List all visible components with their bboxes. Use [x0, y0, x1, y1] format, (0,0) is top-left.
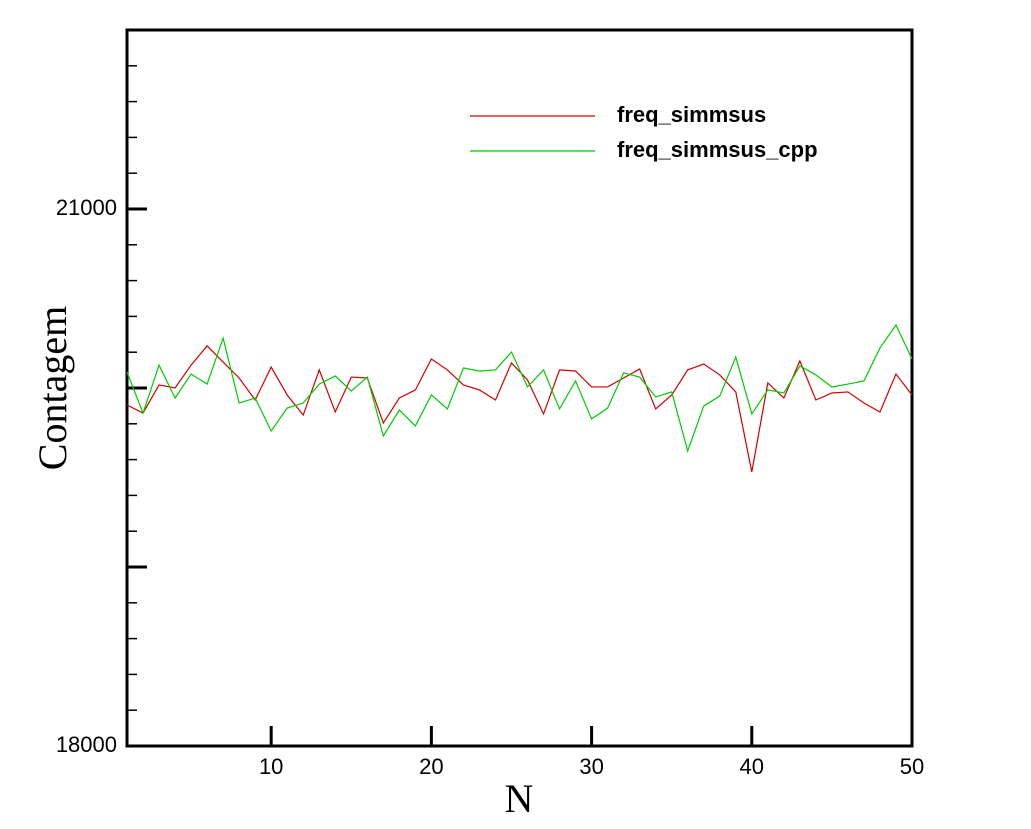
legend-label: freq_simmsus: [617, 102, 766, 127]
x-tick-label: 20: [419, 754, 443, 779]
series-line: [126, 345, 913, 473]
x-tick-label: 40: [740, 754, 764, 779]
y-axis-label: Contagem: [30, 306, 75, 470]
x-tick-label: 30: [579, 754, 603, 779]
series-line: [126, 323, 913, 454]
y-tick-label: 18000: [56, 732, 117, 757]
x-axis-label: N: [505, 776, 534, 821]
legend-label: freq_simmsus_cpp: [617, 137, 818, 162]
x-tick-label: 10: [259, 754, 283, 779]
x-tick-label: 50: [900, 754, 924, 779]
y-tick-label: 21000: [56, 195, 117, 220]
